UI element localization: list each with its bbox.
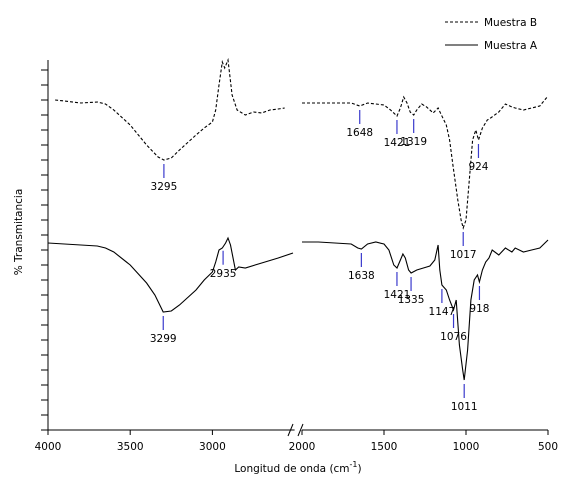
annotation-label: 1648 (346, 127, 373, 139)
x-tick-label: 3500 (117, 441, 144, 453)
annotation-label: 3295 (151, 181, 178, 193)
axis-break (297, 423, 304, 437)
annotation-label: 1017 (450, 249, 477, 261)
x-tick-label: 4000 (35, 441, 62, 453)
legend-label: Muestra A (484, 40, 538, 52)
annotation-label: 1147 (429, 306, 456, 318)
annotation-label: 2935 (210, 268, 237, 280)
annotation-label: 1421 (384, 137, 411, 149)
annotation-label: 1421 (384, 289, 411, 301)
annotation-label: 1076 (440, 331, 467, 343)
legend-label: Muestra B (484, 17, 537, 29)
annotation-label: 924 (468, 161, 488, 173)
series-line (47, 236, 549, 381)
x-tick-label: 3000 (199, 441, 226, 453)
x-tick-label: 1000 (453, 441, 480, 453)
series-line (55, 57, 549, 230)
y-axis-label: % Transmitancia (13, 189, 25, 276)
annotation-label: 1638 (348, 270, 375, 282)
annotation-label: 3299 (150, 333, 177, 345)
annotation-label: 1335 (398, 294, 425, 306)
x-axis-label: Longitud de onda (cm-1) (234, 460, 361, 475)
x-axis-label-text: Longitud de onda (cm (234, 463, 349, 475)
x-axis-label-sup: -1 (350, 460, 358, 469)
x-tick-label: 2000 (289, 441, 316, 453)
x-tick-label: 500 (538, 441, 558, 453)
x-tick-label: 1500 (371, 441, 398, 453)
annotation-label: 1319 (400, 136, 427, 148)
annotation-label: 918 (469, 303, 489, 315)
annotation-label: 1011 (451, 401, 478, 413)
x-axis-label-end: ) (358, 463, 362, 475)
